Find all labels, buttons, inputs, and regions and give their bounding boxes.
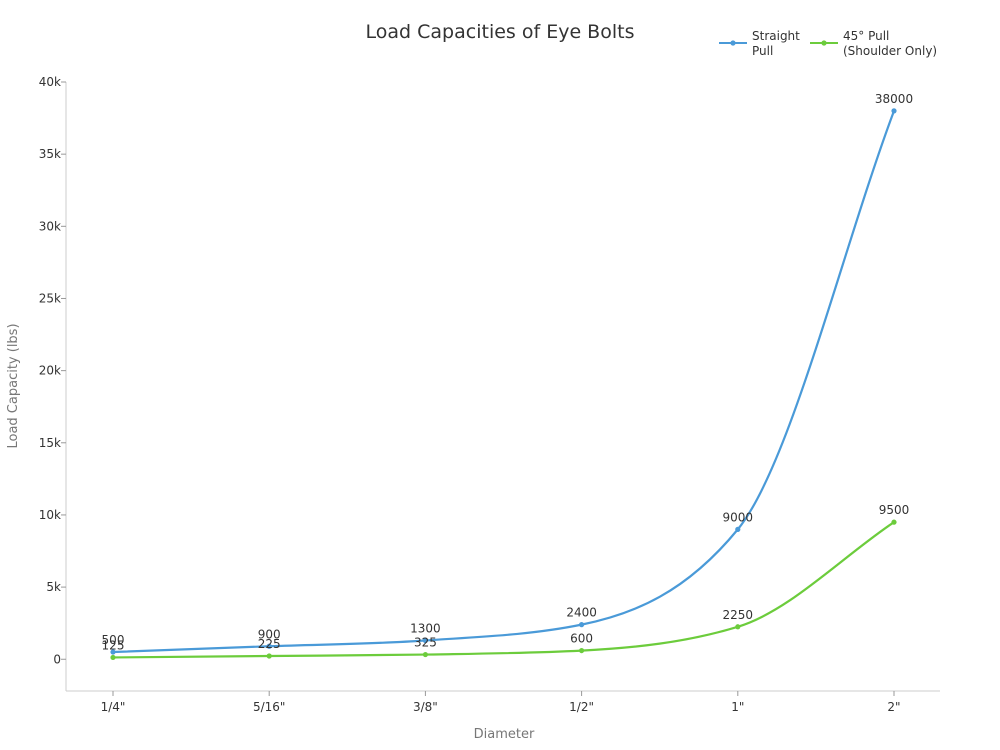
data-point: [266, 653, 272, 659]
legend-swatch-point: [821, 40, 827, 46]
data-label: 9000: [723, 510, 754, 524]
series-lines: [112, 110, 896, 659]
chart-title: Load Capacities of Eye Bolts: [366, 21, 635, 43]
data-point: [735, 526, 741, 532]
y-tick-label: 0: [53, 652, 61, 666]
y-tick-label: 20k: [39, 364, 61, 378]
data-label: 9500: [879, 503, 910, 517]
y-tick-label: 25k: [39, 291, 61, 305]
data-point: [110, 654, 116, 661]
data-label: 2250: [723, 608, 754, 622]
data-point: [579, 622, 585, 628]
data-label: 900: [258, 627, 281, 641]
legend-label-line: (Shoulder Only): [843, 44, 937, 58]
legend-swatch-point: [730, 40, 736, 46]
series-line-0: [112, 110, 896, 654]
data-point: [579, 647, 585, 654]
legend-label-line: Straight: [752, 29, 800, 43]
series-points: [110, 108, 897, 661]
x-tick-label: 1/2": [569, 700, 594, 714]
x-tick-label: 5/16": [253, 700, 285, 714]
y-tick-label: 35k: [39, 147, 61, 161]
y-tick-label: 5k: [46, 580, 61, 594]
data-label: 600: [570, 632, 593, 646]
data-label: 2400: [566, 606, 597, 620]
x-axis-title: Diameter: [474, 727, 535, 742]
data-label: 225: [258, 637, 281, 651]
x-tick-label: 1": [731, 700, 744, 714]
data-point: [891, 519, 897, 525]
y-axis-title: Load Capacity (lbs): [6, 323, 21, 448]
legend: Straight Pull 45° Pull (Shoulder Only): [719, 29, 937, 58]
x-tick-label: 2": [887, 700, 900, 714]
data-label: 500: [102, 633, 125, 647]
data-point: [735, 624, 741, 630]
legend-label-line: Pull: [752, 44, 773, 58]
x-tick-label: 3/8": [413, 700, 438, 714]
data-label: 325: [414, 636, 437, 650]
series-line-1: [112, 521, 895, 659]
data-labels: 500 900 1300 2400 9000 38000 125 225 325 600 2250 9…: [102, 92, 914, 653]
data-label: 1300: [410, 621, 441, 635]
legend-label: Straight Pull: [752, 29, 800, 58]
legend-label-line: 45° Pull: [843, 29, 889, 43]
data-label: 125: [102, 638, 125, 652]
y-tick-label: 10k: [39, 508, 61, 522]
data-point: [422, 637, 428, 644]
y-tick-label: 15k: [39, 436, 61, 450]
data-point: [891, 108, 897, 114]
legend-label: 45° Pull (Shoulder Only): [843, 29, 937, 58]
y-tick-label: 30k: [39, 219, 61, 233]
data-label: 38000: [875, 92, 913, 106]
y-tick-label: 40k: [39, 75, 61, 89]
data-point: [422, 651, 428, 658]
x-tick-label: 1/4": [101, 700, 126, 714]
axes: 0 5k 10k 15k 20k 25k 30k 35k 40k 1/4" 5/16" 3/8" 1/2…: [39, 75, 940, 714]
data-point: [266, 643, 272, 649]
data-point: [110, 649, 116, 655]
